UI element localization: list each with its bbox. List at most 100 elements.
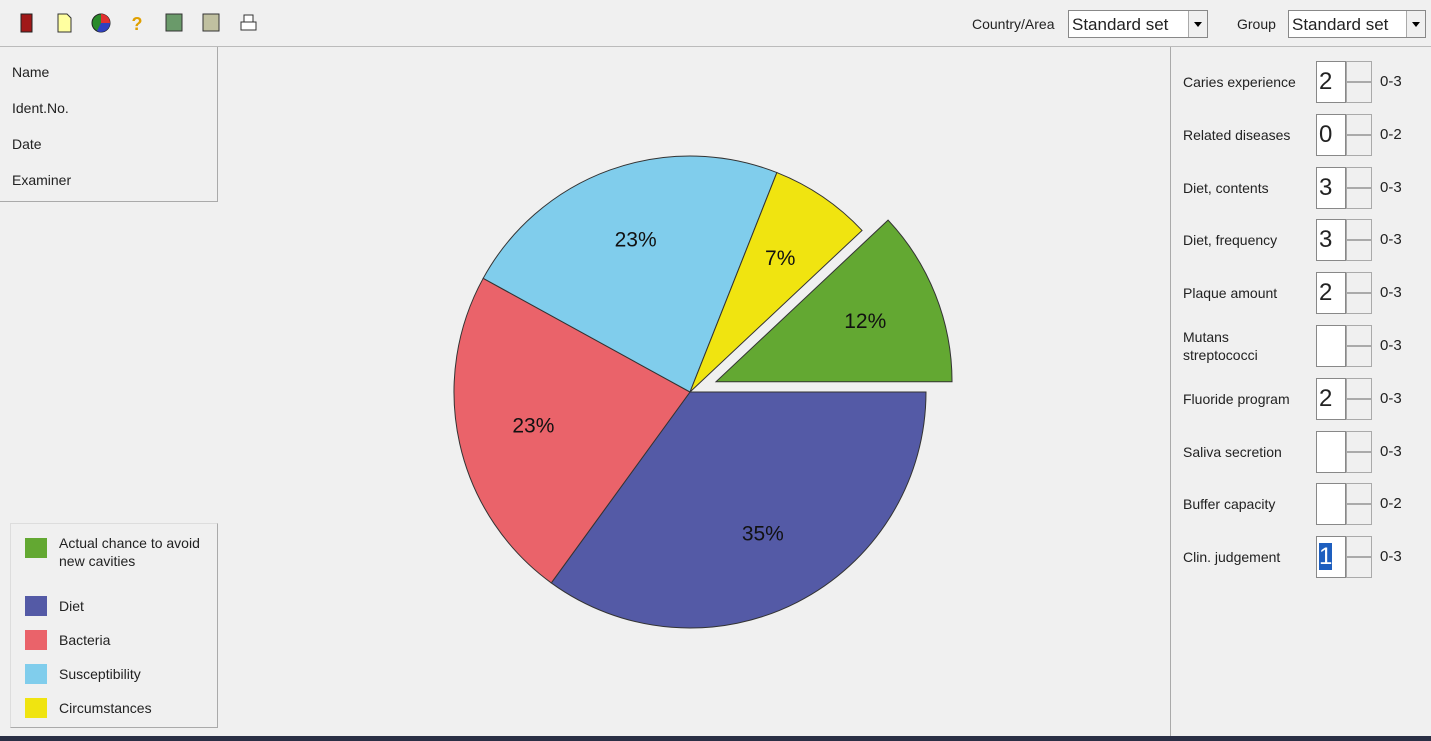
slice-label: 23%: [512, 415, 554, 438]
legend-label: Circumstances: [59, 700, 152, 716]
factor-range: 0-3: [1380, 178, 1402, 196]
factor-label: Diet, contents: [1183, 179, 1269, 196]
spin-down[interactable]: [1346, 134, 1372, 156]
spinbox[interactable]: 3: [1316, 219, 1372, 262]
spin-down[interactable]: [1346, 82, 1372, 103]
legend-swatch: [25, 538, 47, 558]
spin-down[interactable]: [1346, 398, 1372, 420]
factor-range: 0-3: [1380, 548, 1402, 566]
spin-down[interactable]: [1346, 187, 1372, 209]
factor-label: Diet, frequency: [1183, 232, 1278, 249]
taskbar-strip: [0, 736, 1431, 741]
help-icon[interactable]: ?: [132, 14, 143, 34]
spinbox-value: 3: [1319, 226, 1333, 254]
factor-range: 0-3: [1380, 231, 1402, 249]
legend-swatch: [25, 698, 47, 718]
spin-up[interactable]: [1346, 483, 1372, 505]
factor-panel: [1170, 47, 1431, 737]
slice-label: 12%: [844, 310, 886, 333]
toolbar-icons: ?: [20, 13, 257, 34]
patient-field-label: Date: [12, 136, 42, 152]
factor-label: Mutans streptococci: [1183, 329, 1258, 363]
open-icon[interactable]: [165, 13, 183, 32]
patient-field-label: Examiner: [12, 172, 72, 188]
save-icon[interactable]: [202, 13, 220, 32]
legend: Actual chance to avoid new cavities Diet B…: [10, 523, 218, 728]
group-value: Standard set: [1292, 15, 1389, 34]
spinbox[interactable]: 2: [1316, 61, 1372, 103]
spin-down[interactable]: [1346, 346, 1372, 367]
legend-label: Diet: [59, 598, 84, 614]
factor-range: 0-3: [1380, 73, 1402, 90]
group-dropdown[interactable]: Standard set: [1288, 10, 1426, 38]
slice-label: 35%: [742, 523, 784, 546]
spin-up[interactable]: [1346, 219, 1372, 241]
spinbox-value: 1: [1319, 543, 1333, 571]
spinbox[interactable]: 2: [1316, 377, 1372, 420]
patient-panel: Name Ident.No. Date Examiner: [0, 47, 218, 202]
factor-label: Clin. judgement: [1183, 549, 1281, 566]
legend-swatch: [25, 630, 47, 650]
spin-up[interactable]: [1346, 377, 1372, 399]
spin-up[interactable]: [1346, 430, 1372, 452]
spinbox-input[interactable]: 0: [1316, 113, 1346, 156]
spin-up[interactable]: [1346, 61, 1372, 82]
spinbox-value: 2: [1319, 279, 1333, 307]
spinbox-input[interactable]: [1316, 430, 1346, 473]
spinbox[interactable]: 1: [1316, 536, 1372, 579]
new-icon[interactable]: [57, 13, 72, 33]
spin-up[interactable]: [1346, 536, 1372, 558]
group-label: Group: [1237, 16, 1276, 32]
spinbox-input[interactable]: [1316, 325, 1346, 367]
spin-down[interactable]: [1346, 240, 1372, 262]
factor-label: Plaque amount: [1183, 285, 1278, 302]
legend-swatch: [25, 664, 47, 684]
pie-slice: [453, 277, 691, 584]
spinbox[interactable]: [1316, 430, 1372, 473]
exit-icon[interactable]: [20, 13, 33, 33]
pie-slice: [689, 171, 863, 393]
spinbox-input[interactable]: 2: [1316, 61, 1346, 103]
patient-field-label: Ident.No.: [12, 100, 69, 116]
print-icon[interactable]: [240, 14, 257, 31]
spinbox-input[interactable]: 3: [1316, 219, 1346, 262]
spin-down[interactable]: [1346, 451, 1372, 473]
slice-label: 7%: [765, 247, 795, 270]
factor-label: Saliva secretion: [1183, 443, 1282, 460]
factor-label: Related diseases: [1183, 126, 1291, 143]
spinbox[interactable]: 3: [1316, 166, 1372, 209]
legend-swatch: [25, 596, 47, 616]
spinbox[interactable]: 0: [1316, 113, 1372, 156]
factor-range: 0-3: [1380, 337, 1402, 354]
pie-slice: [714, 219, 953, 383]
pie-slice: [482, 155, 778, 393]
spinbox[interactable]: [1316, 483, 1372, 526]
toolbar: ? Country/Area Standard set Group Standa…: [0, 0, 1431, 47]
factor-range: 0-2: [1380, 125, 1402, 143]
spinbox-value: 2: [1319, 384, 1333, 412]
chart-icon[interactable]: [91, 13, 111, 33]
spinbox-value: 2: [1319, 68, 1333, 95]
spin-up[interactable]: [1346, 113, 1372, 135]
country-value: Standard set: [1072, 15, 1169, 34]
spinbox-input[interactable]: 2: [1316, 377, 1346, 420]
spin-down[interactable]: [1346, 557, 1372, 579]
spin-up[interactable]: [1346, 325, 1372, 346]
spin-up[interactable]: [1346, 272, 1372, 294]
factor-label: Caries experience: [1183, 74, 1296, 90]
spin-down[interactable]: [1346, 504, 1372, 526]
pie-slice: [550, 391, 927, 629]
spin-down[interactable]: [1346, 293, 1372, 315]
factor-range: 0-3: [1380, 284, 1402, 302]
spinbox[interactable]: [1316, 325, 1372, 367]
spinbox-input[interactable]: 1: [1316, 536, 1346, 579]
spinbox-input[interactable]: 2: [1316, 272, 1346, 315]
patient-field-label: Name: [12, 64, 50, 80]
spinbox[interactable]: 2: [1316, 272, 1372, 315]
spinbox-input[interactable]: 3: [1316, 166, 1346, 209]
country-label: Country/Area: [972, 16, 1055, 32]
spinbox-input[interactable]: [1316, 483, 1346, 526]
country-dropdown[interactable]: Standard set: [1068, 10, 1208, 38]
spin-up[interactable]: [1346, 166, 1372, 188]
